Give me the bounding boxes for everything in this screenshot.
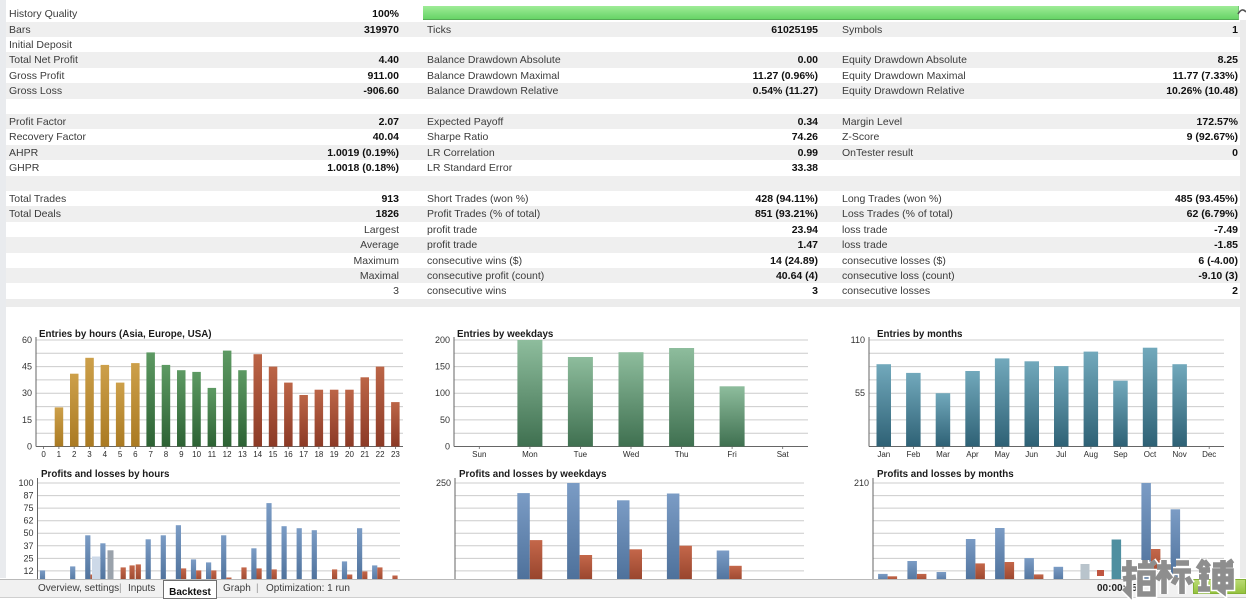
svg-text:87: 87 — [23, 491, 33, 501]
svg-text:30: 30 — [22, 388, 32, 398]
svg-text:23: 23 — [391, 450, 400, 459]
svg-text:9: 9 — [179, 450, 184, 459]
svg-text:0: 0 — [41, 450, 46, 459]
svg-text:May: May — [995, 450, 1010, 459]
svg-text:10: 10 — [192, 450, 201, 459]
svg-text:Tue: Tue — [574, 450, 588, 459]
svg-text:Sat: Sat — [777, 450, 790, 459]
svg-text:Mon: Mon — [522, 450, 538, 459]
svg-text:Fri: Fri — [727, 450, 737, 459]
svg-text:Profits and losses by months: Profits and losses by months — [877, 469, 1014, 480]
svg-text:Feb: Feb — [907, 450, 921, 459]
svg-text:Jul: Jul — [1056, 450, 1066, 459]
svg-text:Sep: Sep — [1113, 450, 1128, 459]
svg-text:210: 210 — [854, 478, 869, 488]
svg-text:22: 22 — [376, 450, 385, 459]
svg-text:110: 110 — [851, 335, 865, 345]
svg-text:3: 3 — [87, 450, 92, 459]
svg-text:50: 50 — [440, 415, 450, 425]
svg-text:5: 5 — [118, 450, 123, 459]
svg-text:12: 12 — [23, 566, 33, 576]
svg-text:0: 0 — [27, 442, 32, 452]
svg-text:Aug: Aug — [1084, 450, 1098, 459]
svg-text:60: 60 — [22, 335, 32, 345]
svg-text:17: 17 — [299, 450, 308, 459]
svg-text:Jan: Jan — [877, 450, 890, 459]
svg-text:Oct: Oct — [1144, 450, 1157, 459]
svg-text:Entries by weekdays: Entries by weekdays — [457, 329, 554, 340]
svg-text:18: 18 — [314, 450, 323, 459]
svg-text:Nov: Nov — [1172, 450, 1186, 459]
svg-text:12: 12 — [223, 450, 232, 459]
svg-text:21: 21 — [360, 450, 369, 459]
svg-text:55: 55 — [855, 388, 865, 398]
svg-text:Entries by months: Entries by months — [877, 329, 963, 340]
svg-text:Jun: Jun — [1025, 450, 1038, 459]
svg-text:19: 19 — [330, 450, 339, 459]
svg-text:150: 150 — [435, 362, 450, 372]
svg-text:8: 8 — [164, 450, 169, 459]
svg-text:Entries by hours (Asia, Europe: Entries by hours (Asia, Europe, USA) — [39, 329, 212, 340]
svg-text:0: 0 — [445, 442, 450, 452]
svg-text:100: 100 — [18, 478, 33, 488]
svg-text:37: 37 — [23, 541, 33, 551]
svg-text:Profits and losses by weekdays: Profits and losses by weekdays — [459, 469, 607, 480]
svg-text:62: 62 — [23, 516, 33, 526]
svg-text:Dec: Dec — [1202, 450, 1216, 459]
svg-text:20: 20 — [345, 450, 354, 459]
svg-text:1: 1 — [57, 450, 62, 459]
svg-text:15: 15 — [269, 450, 278, 459]
svg-text:Profits and losses by hours: Profits and losses by hours — [41, 469, 170, 480]
svg-text:200: 200 — [435, 335, 450, 345]
svg-text:Wed: Wed — [623, 450, 639, 459]
svg-text:75: 75 — [23, 503, 33, 513]
svg-text:Thu: Thu — [675, 450, 689, 459]
svg-text:Mar: Mar — [936, 450, 950, 459]
svg-text:16: 16 — [284, 450, 293, 459]
svg-text:13: 13 — [238, 450, 247, 459]
svg-text:100: 100 — [435, 388, 450, 398]
svg-text:14: 14 — [253, 450, 262, 459]
svg-text:45: 45 — [22, 362, 32, 372]
svg-text:250: 250 — [436, 478, 451, 488]
svg-text:6: 6 — [133, 450, 138, 459]
svg-text:2: 2 — [72, 450, 77, 459]
svg-text:Apr: Apr — [966, 450, 979, 459]
svg-text:15: 15 — [22, 415, 32, 425]
svg-text:4: 4 — [103, 450, 108, 459]
svg-text:7: 7 — [148, 450, 153, 459]
svg-text:50: 50 — [23, 528, 33, 538]
svg-text:Sun: Sun — [472, 450, 486, 459]
svg-text:25: 25 — [23, 553, 33, 563]
svg-text:11: 11 — [208, 450, 217, 459]
